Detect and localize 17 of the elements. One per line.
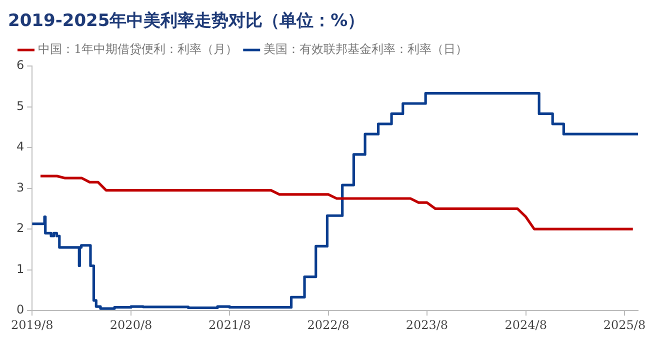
y-tick-label: 0 — [16, 302, 24, 317]
legend-label: 美国：有效联邦基金利率：利率（日） — [264, 42, 468, 56]
chart-title: 2019-2025年中美利率走势对比（单位：%） — [8, 10, 366, 33]
y-tick-label: 6 — [16, 58, 24, 72]
x-tick-label: 2021/8 — [208, 318, 251, 332]
x-tick-label: 2020/8 — [110, 318, 152, 332]
y-tick-label: 3 — [16, 180, 24, 194]
y-tick-label: 1 — [16, 262, 24, 276]
y-tick-label: 2 — [16, 221, 24, 236]
y-tick-label: 4 — [16, 140, 24, 154]
legend-label: 中国：1年中期借贷便利：利率（月） — [38, 42, 238, 56]
y-tick-label: 5 — [16, 98, 24, 113]
x-tick-label: 2019/8 — [11, 318, 54, 332]
x-tick-label: 2024/8 — [504, 318, 547, 332]
x-tick-label: 2023/8 — [406, 318, 448, 332]
x-tick-label: 2025/8 — [603, 318, 646, 332]
x-tick-label: 2022/8 — [307, 318, 350, 332]
